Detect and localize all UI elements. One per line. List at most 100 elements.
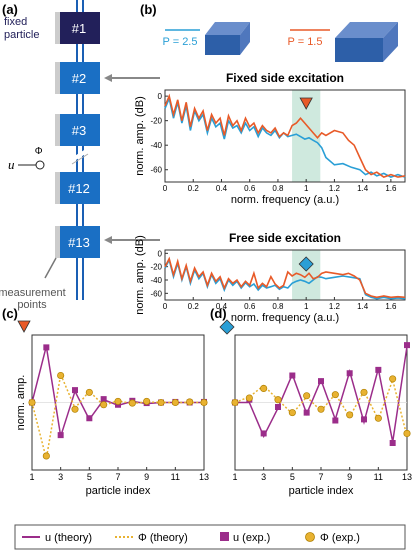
xtick-label-6: 1.2	[329, 184, 341, 193]
legend-u-exp-label: u (exp.)	[233, 532, 270, 544]
particle-1-label: #1	[72, 21, 86, 36]
particle-3-label: #3	[72, 123, 86, 138]
xtick-label-4: 0.8	[272, 184, 284, 193]
fixed-label-2: particle	[4, 29, 39, 41]
marker-diamond	[298, 256, 314, 272]
xtick-label-8: 1.6	[385, 302, 397, 311]
phi-exp-point-1	[245, 394, 253, 402]
u-exp-point-8	[346, 370, 353, 377]
mode-ylabel: norm. amp.	[15, 375, 27, 431]
particle-13-label: #13	[68, 235, 90, 250]
phi-exp-point-10	[171, 398, 179, 407]
phi-exp-point-11	[389, 375, 397, 383]
legend-phi-exp-label: Φ (exp.)	[320, 532, 360, 544]
ytick-label-3: -60	[150, 289, 162, 298]
ylabel: norm. amp. (dB)	[134, 235, 146, 314]
xtick-label-0: 0	[163, 302, 168, 311]
phi-exp-point-2	[260, 384, 268, 392]
phi-exp-point-7	[331, 391, 339, 399]
measurement-point-markers	[55, 12, 60, 258]
panel-label-c: (c)	[2, 306, 18, 321]
mode-xtick-label-6: 13	[402, 472, 412, 482]
legend-box	[14, 524, 406, 550]
mode-xtick-label-0: 1	[232, 472, 237, 482]
xtick-label-3: 0.6	[244, 184, 256, 193]
measurement-marker-13	[55, 226, 60, 258]
xtick-label-6: 1.2	[329, 302, 341, 311]
u-exp-point-2	[57, 432, 64, 439]
xtick-label-3: 0.6	[244, 302, 256, 311]
xtick-label-2: 0.4	[216, 184, 228, 193]
xtick-label-4: 0.8	[272, 302, 284, 311]
u-symbol: u	[8, 157, 15, 172]
panel-label-d: (d)	[210, 306, 227, 321]
measurement-marker-2	[55, 62, 60, 94]
chain-break-line	[71, 153, 89, 165]
u-theory-line	[31, 346, 204, 437]
ytick-label-2: -40	[150, 276, 162, 285]
u-exp-point-10	[375, 366, 382, 373]
xtick-label-2: 0.4	[216, 302, 228, 311]
fixed-arrow-head	[104, 74, 112, 82]
ytick-label-0: 0	[158, 249, 163, 258]
mode-xtick-label-3: 7	[115, 472, 120, 482]
phi-exp-point-0	[231, 398, 239, 407]
sample-a-block-side	[240, 22, 250, 55]
sample-b-label: P = 1.5	[288, 36, 323, 48]
series-1-line	[164, 256, 406, 299]
phi-exp-point-8	[346, 411, 354, 419]
u-exp-point-11	[389, 440, 396, 446]
xtick-label-7: 1.4	[357, 302, 369, 311]
phi-exp-point-4	[85, 388, 93, 396]
phi-exp-point-2	[57, 371, 65, 380]
legend: u (theory) Φ (theory) u (exp.) Φ (exp.)	[14, 524, 406, 550]
chain-break	[70, 148, 90, 162]
mode-xtick-label-2: 5	[290, 472, 295, 482]
particle-1	[58, 12, 100, 44]
sample-b-block-top	[335, 22, 398, 38]
sample-schematics: P = 2.5 P = 1.5	[163, 22, 398, 62]
u-exp-point-6	[318, 378, 324, 385]
u-exp-point-5	[100, 396, 107, 403]
measurement-marker-12	[55, 172, 60, 204]
mode-xtick-label-4: 9	[347, 472, 352, 482]
ytick-label-1: -20	[150, 263, 162, 272]
u-exp-point-9	[361, 416, 367, 423]
u-exp-point-7	[332, 417, 339, 424]
particle-2-label: #2	[72, 71, 86, 86]
phi-rotation-icon	[35, 160, 45, 170]
particle-12	[58, 172, 100, 204]
measurement-marker-3	[55, 114, 60, 146]
phi-exp-point-12	[403, 429, 411, 437]
plot-frame	[164, 249, 406, 301]
sample-a-block-top	[205, 22, 250, 35]
ytick-label-1: -20	[150, 117, 162, 126]
mode-xtick-label-6: 13	[199, 472, 209, 482]
particle-13	[58, 226, 100, 258]
xtick-label-1: 0.2	[188, 184, 200, 193]
sample-b-block-side	[383, 22, 398, 62]
phi-exp-point-5	[303, 392, 311, 400]
mode-xtick-label-5: 11	[374, 472, 383, 482]
xlabel: norm. frequency (a.u.)	[231, 194, 339, 206]
u-theory-line	[235, 346, 408, 443]
ytick-label-2: -40	[150, 141, 162, 150]
series-0-line	[164, 257, 406, 300]
particle-3	[58, 114, 100, 146]
phi-symbol: Φ	[35, 146, 42, 157]
sample-a-block-front	[205, 35, 240, 55]
u-exp-point-3	[275, 404, 281, 410]
ylabel: norm. amp. (dB)	[134, 96, 146, 175]
sample-b-block-front	[335, 38, 383, 62]
phi-exp-point-6	[317, 405, 325, 413]
u-exp-point-4	[86, 415, 93, 422]
phi-exp-point-11	[186, 398, 194, 406]
measurement-marker-1	[55, 12, 60, 44]
sample-a-label: P = 2.5	[163, 36, 198, 48]
phi-exp-point-3	[274, 396, 282, 404]
phi-exp-point-4	[288, 409, 296, 417]
marker-triangle	[299, 97, 313, 110]
